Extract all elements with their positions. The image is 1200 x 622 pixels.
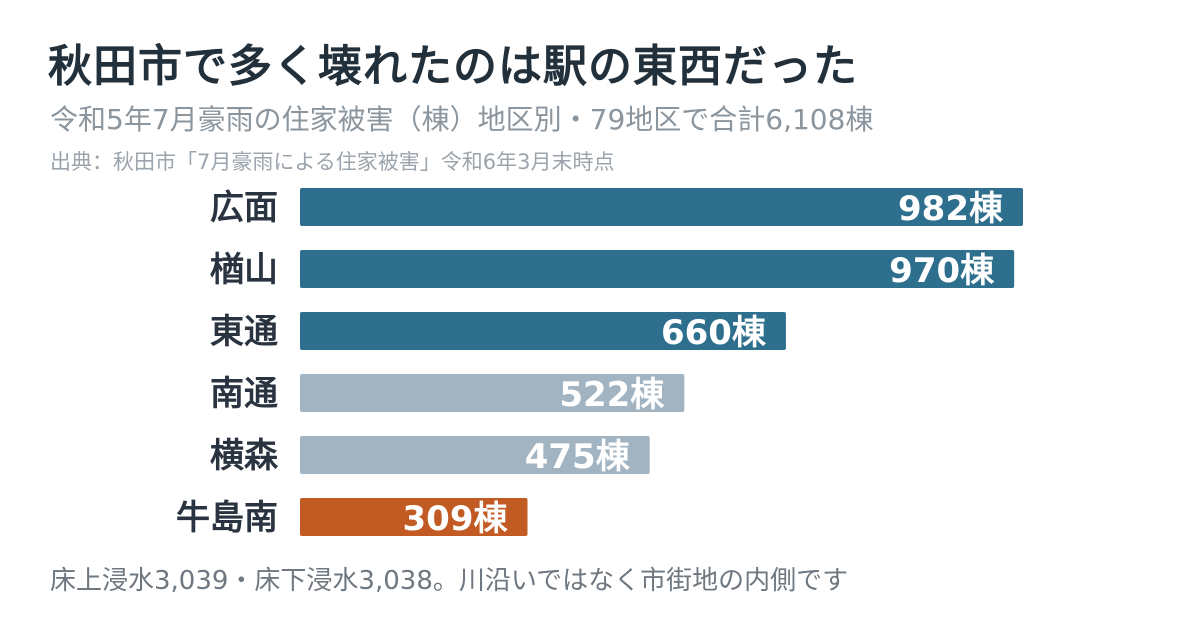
category-label: 横森: [210, 436, 279, 476]
value-label: 309棟: [403, 499, 509, 539]
bar: [300, 498, 528, 536]
category-label: 楢山: [210, 250, 278, 290]
bar: [300, 250, 1015, 288]
value-label: 970棟: [889, 251, 995, 291]
bar: [300, 188, 1023, 226]
value-label: 475棟: [525, 437, 631, 477]
category-label: 南通: [210, 374, 278, 414]
bar: [300, 436, 650, 474]
value-label: 522棟: [559, 375, 665, 415]
value-label: 660棟: [661, 313, 767, 353]
chart-title: 秋田市で多く壊れたのは駅の東西だった: [48, 41, 858, 92]
category-label: 広面: [210, 188, 278, 228]
bar: [300, 374, 685, 412]
bar-chart: 広面 982棟楢山 970棟東通 660棟南通 522棟横森 475棟牛島南 309棟: [0, 178, 1200, 548]
category-label: 牛島南: [176, 498, 278, 538]
chart-note: 床上浸水3,039・床下浸水3,038。川沿いではなく市街地の内側です: [50, 566, 849, 596]
category-label: 東通: [210, 312, 278, 352]
chart-subtitle: 令和5年7月豪雨の住家被害（棟）地区別・79地区で合計6,108棟: [50, 103, 874, 136]
bar: [300, 312, 786, 350]
chart-source: 出典：秋田市「7月豪雨による住家被害」令和6年3月末時点: [50, 150, 615, 174]
value-label: 982棟: [898, 189, 1004, 229]
